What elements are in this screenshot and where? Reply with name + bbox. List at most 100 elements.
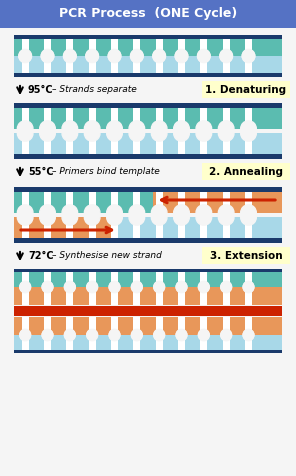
Bar: [44, 56, 51, 77]
Circle shape: [241, 205, 256, 220]
Text: – Synthesise new strand: – Synthesise new strand: [52, 251, 162, 260]
Text: PCR Process  (ONE Cycle): PCR Process (ONE Cycle): [59, 8, 237, 20]
Text: 55°C: 55°C: [28, 167, 54, 177]
Circle shape: [64, 50, 76, 63]
Bar: [156, 187, 163, 213]
Bar: [133, 317, 140, 335]
Circle shape: [196, 205, 212, 220]
Bar: [223, 217, 229, 243]
Circle shape: [241, 126, 256, 141]
Bar: [67, 335, 73, 353]
Circle shape: [131, 329, 142, 340]
Bar: [200, 35, 207, 56]
Circle shape: [86, 50, 99, 63]
Bar: [245, 335, 252, 353]
Circle shape: [221, 282, 231, 293]
Bar: [89, 287, 96, 305]
Circle shape: [86, 50, 99, 62]
Circle shape: [65, 281, 75, 292]
Bar: [111, 103, 118, 129]
Circle shape: [176, 282, 187, 293]
Circle shape: [109, 329, 120, 340]
Bar: [178, 56, 185, 77]
Text: 72°C: 72°C: [28, 251, 54, 261]
Circle shape: [42, 282, 53, 293]
Bar: [156, 217, 163, 243]
Circle shape: [87, 282, 98, 293]
Circle shape: [107, 209, 122, 225]
Bar: [89, 133, 96, 159]
Bar: [14, 306, 282, 311]
Circle shape: [242, 50, 255, 62]
Circle shape: [65, 330, 75, 341]
Bar: [67, 269, 73, 287]
Bar: [14, 217, 116, 243]
Circle shape: [196, 126, 212, 141]
Circle shape: [42, 281, 53, 292]
Circle shape: [131, 281, 142, 292]
Bar: [111, 133, 118, 159]
Circle shape: [151, 121, 167, 137]
Bar: [89, 317, 96, 335]
Bar: [89, 56, 96, 77]
Bar: [178, 269, 185, 287]
Circle shape: [108, 50, 121, 62]
Bar: [223, 335, 229, 353]
Bar: [44, 317, 51, 335]
Bar: [89, 335, 96, 353]
Bar: [67, 317, 73, 335]
Circle shape: [241, 209, 256, 225]
Text: 1. Denaturing: 1. Denaturing: [205, 85, 287, 95]
Bar: [245, 133, 252, 159]
Circle shape: [154, 329, 165, 340]
Circle shape: [20, 282, 30, 293]
Circle shape: [174, 126, 189, 141]
Bar: [200, 103, 207, 129]
Circle shape: [131, 330, 142, 341]
Bar: [178, 103, 185, 129]
Circle shape: [17, 209, 33, 225]
Circle shape: [154, 281, 165, 292]
Bar: [14, 187, 282, 192]
Circle shape: [41, 50, 54, 63]
Circle shape: [129, 126, 145, 141]
Circle shape: [107, 121, 122, 137]
Bar: [0, 0, 296, 28]
Bar: [200, 56, 207, 77]
Bar: [178, 187, 185, 213]
Bar: [14, 311, 282, 316]
Bar: [14, 133, 282, 159]
Circle shape: [17, 121, 33, 137]
Bar: [223, 56, 229, 77]
Circle shape: [87, 330, 98, 341]
Bar: [178, 133, 185, 159]
Circle shape: [220, 50, 232, 62]
Circle shape: [197, 50, 210, 63]
Bar: [14, 56, 282, 77]
Bar: [44, 35, 51, 56]
Bar: [200, 335, 207, 353]
Circle shape: [20, 329, 30, 340]
Bar: [14, 335, 282, 353]
Bar: [111, 287, 118, 305]
Bar: [178, 335, 185, 353]
Circle shape: [109, 330, 120, 341]
Text: 95°C: 95°C: [28, 85, 54, 95]
Circle shape: [84, 126, 100, 141]
Bar: [111, 35, 118, 56]
Bar: [223, 317, 229, 335]
Circle shape: [17, 205, 33, 220]
Bar: [133, 335, 140, 353]
Circle shape: [153, 50, 165, 63]
Circle shape: [220, 50, 232, 63]
Circle shape: [198, 329, 209, 340]
Circle shape: [153, 50, 165, 62]
Bar: [14, 287, 282, 305]
Circle shape: [65, 282, 75, 293]
Bar: [44, 217, 51, 243]
Bar: [89, 217, 96, 243]
Circle shape: [154, 282, 165, 293]
Circle shape: [176, 329, 187, 340]
Circle shape: [243, 282, 254, 293]
Bar: [156, 317, 163, 335]
